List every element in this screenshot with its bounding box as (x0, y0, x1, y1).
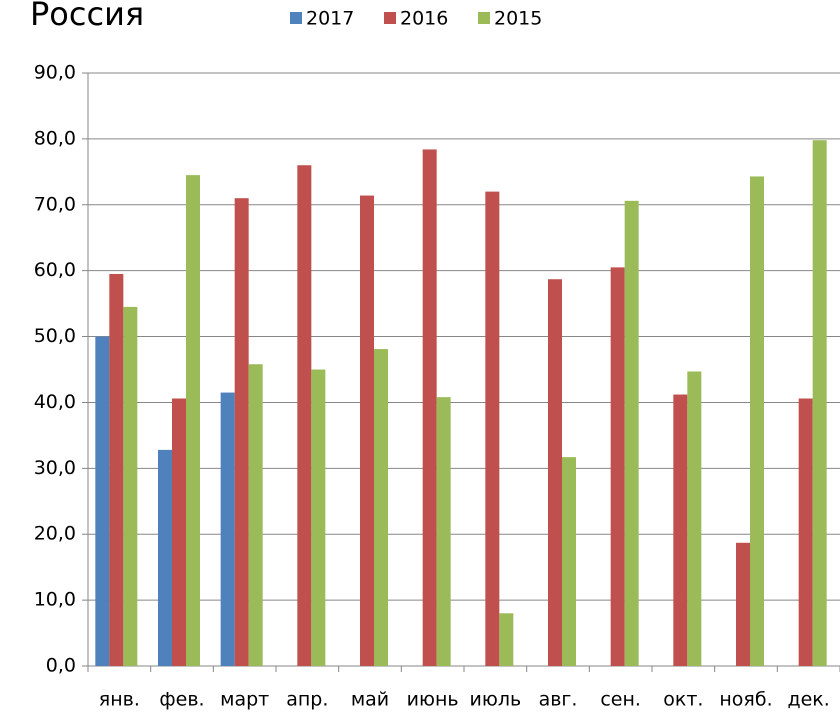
y-tick-label: 70,0 (34, 193, 76, 215)
bar (95, 336, 110, 666)
x-tick-label: апр. (286, 689, 328, 711)
bar (234, 198, 249, 666)
y-tick-label: 50,0 (34, 325, 76, 347)
bar (220, 392, 235, 666)
y-tick-label: 40,0 (34, 391, 76, 413)
bar (297, 165, 312, 666)
bar (186, 175, 200, 666)
legend-label: 2016 (400, 8, 448, 30)
y-tick-label: 80,0 (34, 127, 76, 149)
bar (360, 195, 374, 666)
x-tick-label: июнь (407, 689, 459, 711)
bar (548, 279, 562, 666)
x-tick-label: март (220, 689, 269, 711)
x-tick-label: окт. (663, 689, 703, 711)
x-tick-label: сен. (600, 689, 641, 711)
x-tick-label: фев. (159, 689, 204, 711)
bar (158, 449, 172, 666)
bar (248, 364, 263, 666)
bar (109, 273, 124, 666)
y-tick-label: 0,0 (46, 655, 76, 677)
y-tick-label: 60,0 (34, 259, 76, 281)
bar (736, 542, 750, 666)
y-tick-label: 20,0 (34, 523, 76, 545)
legend-label: 2015 (494, 8, 542, 30)
bar (750, 176, 764, 666)
bar (624, 200, 639, 666)
y-tick-label: 30,0 (34, 457, 76, 479)
x-tick-label: дек. (787, 689, 829, 711)
bar (374, 349, 388, 666)
x-tick-label: янв. (99, 689, 140, 711)
x-tick-label: май (351, 689, 389, 711)
bar (673, 394, 688, 666)
bar (798, 398, 813, 666)
legend-swatch (290, 12, 302, 24)
legend-label: 2017 (306, 8, 354, 30)
bar (436, 397, 451, 666)
chart-title: Россия (30, 0, 144, 33)
bar (485, 191, 500, 666)
x-tick-label: нояб. (719, 689, 772, 711)
x-tick-label: авг. (539, 689, 578, 711)
legend-swatch (478, 12, 490, 24)
bar (123, 306, 138, 666)
y-tick-label: 90,0 (34, 62, 76, 84)
bar (499, 613, 514, 666)
y-tick-label: 10,0 (34, 589, 76, 611)
bar (610, 267, 625, 666)
bar (812, 140, 827, 666)
legend-swatch (384, 12, 396, 24)
bar (687, 371, 702, 666)
bar (422, 149, 437, 667)
x-tick-label: июль (469, 689, 521, 711)
bar (172, 398, 186, 666)
bar (562, 457, 576, 666)
bar (311, 369, 326, 666)
